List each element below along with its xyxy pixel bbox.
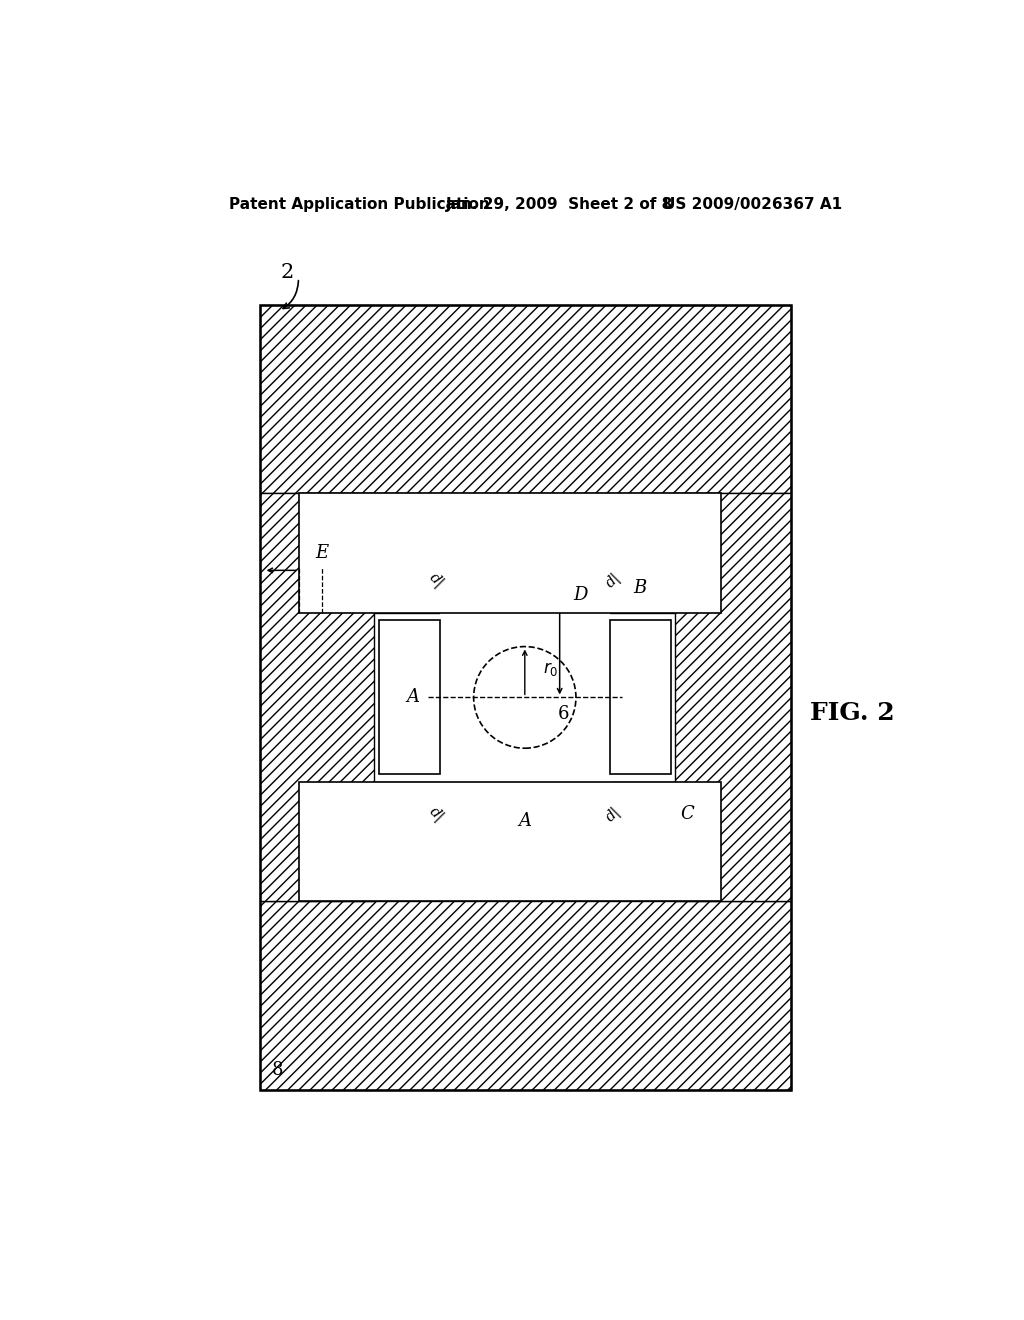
Text: d|: d| [603,804,624,825]
Bar [610,781,675,847]
Bar [675,494,791,902]
Bar [379,781,439,847]
Text: $r_0$: $r_0$ [543,660,558,678]
Text: d|: d| [426,570,446,591]
Text: A: A [518,812,531,829]
Text: B: B [634,579,647,597]
Text: FIG. 2: FIG. 2 [810,701,895,725]
Bar [610,620,671,775]
Text: 8: 8 [271,1060,283,1078]
Text: D: D [573,586,588,605]
Bar [379,548,439,612]
Bar [671,781,675,847]
Bar [260,494,375,902]
Text: A: A [406,689,419,706]
Text: 6: 6 [558,705,569,723]
Bar [260,305,791,1090]
Bar [375,548,439,612]
Bar [610,548,675,612]
Bar [610,548,675,612]
Bar [379,620,439,775]
Text: E: E [315,544,329,562]
Bar [375,781,439,847]
Text: US 2009/0026367 A1: US 2009/0026367 A1 [663,197,842,213]
Bar [375,781,439,847]
Text: d|: d| [603,570,624,591]
Text: Patent Application Publication: Patent Application Publication [228,197,489,213]
Bar [299,781,721,902]
Text: d|: d| [426,804,446,825]
Bar [299,494,721,612]
Bar [260,305,791,494]
Bar [439,612,610,781]
Text: Jan. 29, 2009  Sheet 2 of 8: Jan. 29, 2009 Sheet 2 of 8 [445,197,673,213]
Bar [375,548,439,612]
Text: 2: 2 [281,263,294,282]
Bar [260,902,791,1090]
Text: C: C [680,805,693,824]
Bar [671,548,675,612]
Bar [610,781,675,847]
